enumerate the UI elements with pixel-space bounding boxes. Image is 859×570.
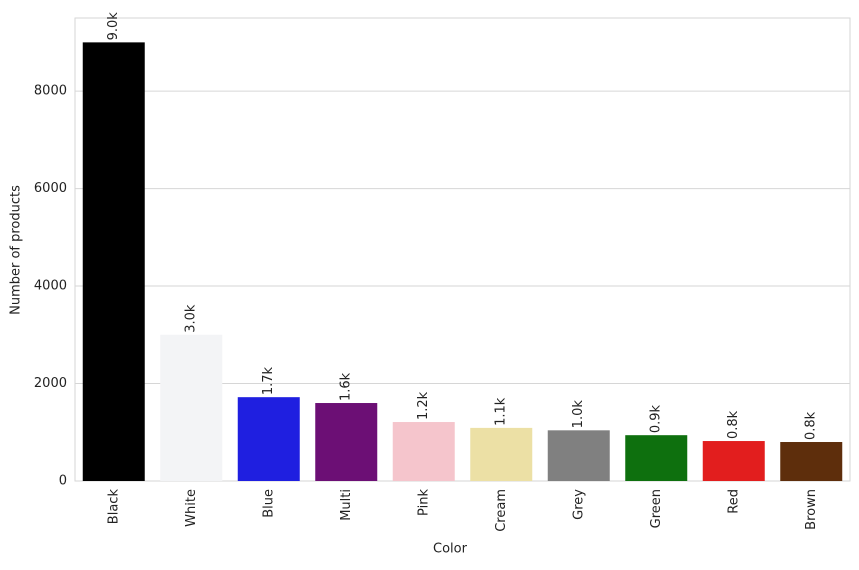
bar: [237, 397, 300, 481]
y-tick-label: 2000: [34, 376, 67, 391]
value-label: 1.7k: [261, 366, 276, 395]
bar: [392, 422, 455, 481]
bar: [82, 42, 145, 482]
value-label: 0.8k: [804, 411, 819, 440]
value-label: 9.0k: [106, 12, 121, 41]
value-label: 1.6k: [339, 372, 354, 401]
bar: [160, 334, 223, 481]
x-tick-label: White: [184, 489, 199, 527]
bar: [625, 435, 688, 481]
value-label: 0.9k: [649, 405, 664, 434]
x-tick-label: Black: [106, 489, 121, 525]
x-tick-label: Red: [726, 489, 741, 514]
y-tick-label: 0: [59, 474, 67, 489]
x-tick-label: Blue: [261, 489, 276, 518]
x-tick-label: Pink: [416, 489, 431, 516]
x-tick-label: Cream: [494, 489, 509, 532]
bar: [547, 430, 610, 481]
value-label: 1.2k: [416, 391, 431, 420]
y-tick-label: 8000: [34, 84, 67, 99]
value-label: 1.0k: [571, 400, 586, 429]
bar: [780, 442, 843, 481]
y-tick-label: 6000: [34, 181, 67, 196]
y-axis-label: Number of products: [9, 185, 24, 315]
bar: [470, 427, 533, 481]
x-tick-label: Green: [649, 489, 664, 528]
value-label: 0.8k: [726, 410, 741, 439]
bar: [702, 441, 765, 481]
bar: [315, 403, 378, 481]
value-label: 3.0k: [184, 304, 199, 333]
x-tick-label: Multi: [339, 489, 354, 521]
y-tick-label: 4000: [34, 279, 67, 294]
x-tick-label: Grey: [571, 489, 586, 520]
value-label: 1.1k: [494, 397, 509, 426]
x-axis-label: Color: [433, 542, 468, 557]
x-tick-label: Brown: [804, 489, 819, 530]
